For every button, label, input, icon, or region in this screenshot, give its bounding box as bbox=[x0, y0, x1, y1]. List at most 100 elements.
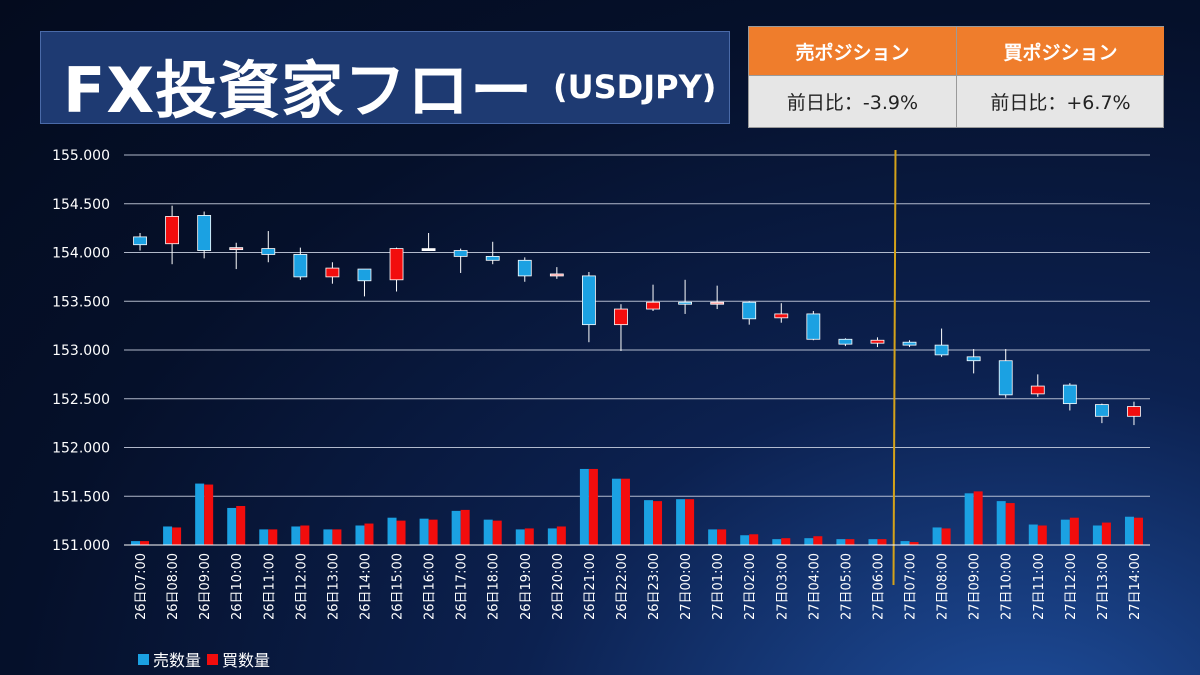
buy-volume-bar bbox=[556, 526, 566, 545]
candle-body bbox=[774, 313, 789, 319]
x-tick-label: 27日00:00 bbox=[679, 553, 694, 620]
x-tick-label: 26日16:00 bbox=[423, 553, 438, 620]
buy-volume-bar bbox=[364, 523, 374, 545]
x-tick-label: 26日21:00 bbox=[583, 553, 598, 620]
candle-body bbox=[293, 254, 308, 278]
x-tick-label: 26日17:00 bbox=[455, 553, 470, 620]
x-tick-label: 26日07:00 bbox=[134, 553, 149, 620]
candle-body bbox=[870, 339, 885, 344]
sell-volume-bar bbox=[195, 483, 205, 545]
x-tick-label: 26日11:00 bbox=[262, 553, 277, 620]
sell-volume-bar bbox=[836, 539, 846, 545]
candle-body bbox=[325, 267, 340, 278]
title-box: FX投資家フロー (USDJPY) bbox=[40, 31, 730, 127]
candle-body bbox=[806, 313, 821, 340]
sell-volume-bar bbox=[323, 529, 333, 545]
x-tick-label: 26日08:00 bbox=[166, 553, 181, 620]
x-tick-label: 26日15:00 bbox=[391, 553, 406, 620]
buy-volume-bar bbox=[332, 529, 342, 545]
buy-volume-bar bbox=[909, 542, 919, 545]
buy-volume-bar bbox=[1037, 525, 1047, 545]
buy-volume-bar bbox=[685, 499, 695, 545]
y-tick-label: 151.500 bbox=[52, 489, 110, 505]
buy-legend-label: 買数量 bbox=[222, 651, 271, 670]
candle-body bbox=[998, 360, 1013, 396]
sell-volume-bar bbox=[355, 525, 365, 545]
y-tick-label: 154.500 bbox=[52, 197, 110, 213]
candle-body bbox=[261, 248, 276, 255]
candle-body bbox=[517, 259, 532, 277]
sell-volume-bar bbox=[740, 535, 750, 545]
buy-position-change: 前日比：+6.7% bbox=[990, 92, 1131, 114]
buy-volume-bar bbox=[653, 501, 663, 545]
candle-body bbox=[1030, 385, 1045, 395]
x-tick-label: 26日22:00 bbox=[615, 553, 630, 620]
y-tick-label: 154.000 bbox=[52, 246, 110, 262]
x-tick-label: 27日04:00 bbox=[807, 553, 822, 620]
buy-legend-swatch bbox=[207, 653, 219, 665]
x-tick-label: 26日18:00 bbox=[487, 553, 502, 620]
y-tick-label: 155.000 bbox=[52, 148, 110, 164]
sell-volume-bar bbox=[483, 519, 493, 545]
buy-volume-bar bbox=[620, 478, 630, 545]
sell-volume-bar bbox=[644, 500, 654, 545]
y-tick-label: 153.500 bbox=[52, 294, 110, 310]
sell-volume-bar bbox=[1124, 516, 1134, 545]
buy-volume-bar bbox=[1101, 522, 1111, 545]
buy-volume-bar bbox=[749, 534, 759, 545]
x-tick-label: 26日12:00 bbox=[294, 553, 309, 620]
buy-volume-bar bbox=[717, 529, 727, 545]
sell-volume-bar bbox=[804, 538, 814, 545]
buy-volume-bar bbox=[781, 538, 791, 545]
buy-volume-bar bbox=[877, 539, 887, 545]
sell-legend-swatch bbox=[138, 653, 149, 665]
x-tick-label: 27日06:00 bbox=[871, 553, 886, 620]
sell-position-column: 売ポジション 前日比：-3.9% bbox=[749, 27, 957, 127]
sell-volume-bar bbox=[259, 529, 269, 545]
candle-body bbox=[165, 216, 179, 245]
candle-body bbox=[614, 308, 628, 326]
buy-volume-bar bbox=[492, 520, 502, 545]
x-tick-label: 26日19:00 bbox=[519, 553, 534, 620]
candle-body bbox=[678, 301, 692, 305]
candle-body bbox=[133, 236, 147, 246]
buy-position-header: 買ポジション bbox=[957, 27, 1164, 76]
buy-volume-bar bbox=[1005, 503, 1015, 545]
y-tick-label: 153.000 bbox=[52, 343, 110, 359]
buy-volume-bar bbox=[1133, 517, 1143, 545]
sell-volume-bar bbox=[932, 527, 942, 545]
candle-body bbox=[1127, 406, 1141, 417]
sell-volume-bar bbox=[515, 529, 525, 545]
sell-volume-bar bbox=[547, 528, 557, 545]
x-tick-label: 27日05:00 bbox=[839, 553, 854, 620]
buy-position-column: 買ポジション 前日比：+6.7% bbox=[957, 27, 1164, 127]
buy-volume-bar bbox=[1069, 517, 1079, 545]
candle-body bbox=[421, 248, 436, 252]
candle-body bbox=[453, 250, 468, 257]
buy-volume-bar bbox=[941, 528, 951, 545]
candle-body bbox=[934, 344, 949, 356]
sell-volume-bar bbox=[868, 539, 878, 545]
sell-volume-bar bbox=[227, 507, 237, 545]
sell-volume-bar bbox=[131, 541, 141, 545]
y-tick-label: 151.000 bbox=[52, 538, 110, 554]
candle-body bbox=[229, 247, 244, 251]
x-tick-label: 26日23:00 bbox=[647, 553, 662, 620]
sell-position-header: 売ポジション bbox=[749, 27, 956, 76]
sell-volume-bar bbox=[1092, 525, 1102, 545]
buy-volume-bar bbox=[140, 541, 150, 545]
sell-volume-bar bbox=[387, 517, 397, 545]
candle-body bbox=[1062, 384, 1077, 405]
sell-volume-bar bbox=[676, 499, 686, 545]
candle-body bbox=[902, 341, 917, 346]
buy-volume-bar bbox=[172, 527, 182, 545]
candle-body bbox=[966, 356, 981, 362]
sell-volume-bar bbox=[708, 529, 718, 545]
sell-position-change: 前日比：-3.9% bbox=[786, 92, 919, 114]
sell-volume-bar bbox=[419, 518, 429, 545]
buy-volume-bar bbox=[524, 528, 534, 545]
y-tick-label: 152.000 bbox=[52, 441, 110, 457]
candle-body bbox=[582, 275, 596, 326]
sell-volume-bar bbox=[1060, 519, 1070, 545]
